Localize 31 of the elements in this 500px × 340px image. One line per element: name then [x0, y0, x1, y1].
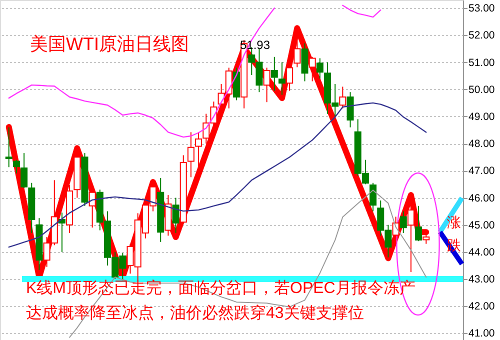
y-tick-label: 42.00 [468, 300, 495, 313]
y-tick-label: 46.00 [468, 192, 495, 204]
text: 美国WTI原油日线图 [30, 34, 189, 54]
y-tick-label: 52.00 [468, 30, 495, 42]
candlestick [415, 205, 422, 242]
candlestick [5, 126, 12, 168]
candlestick [187, 132, 194, 178]
candlestick [316, 58, 324, 80]
candlestick [339, 86, 346, 109]
y-tick-label: 51.00 [468, 56, 495, 69]
y-tick-label: 49.00 [468, 110, 495, 123]
candlestick [12, 159, 20, 174]
candlestick [308, 56, 316, 82]
candlestick [278, 62, 286, 96]
y-tick-label: 45.00 [468, 219, 495, 232]
candlestick [263, 67, 270, 103]
candlestick [400, 210, 407, 234]
candlestick [346, 92, 354, 128]
candlestick [20, 152, 28, 189]
candlestick [294, 36, 301, 68]
y-tick-label: 44.00 [468, 246, 495, 258]
y-tick-label: 43.00 [468, 274, 495, 286]
y-tick-label: 47.00 [468, 165, 495, 178]
annotation: 达成概率降至冰点，油价必然跌穿43关键支撑位 [26, 304, 364, 322]
y-tick-label: 48.00 [468, 138, 495, 150]
y-tick-label: 53.00 [468, 2, 495, 15]
y-tick-label: 41.00 [468, 328, 495, 340]
candlestick [370, 182, 377, 212]
y-tick-label: 50.00 [468, 84, 495, 96]
candlestick [172, 197, 180, 234]
candlestick [270, 56, 278, 92]
